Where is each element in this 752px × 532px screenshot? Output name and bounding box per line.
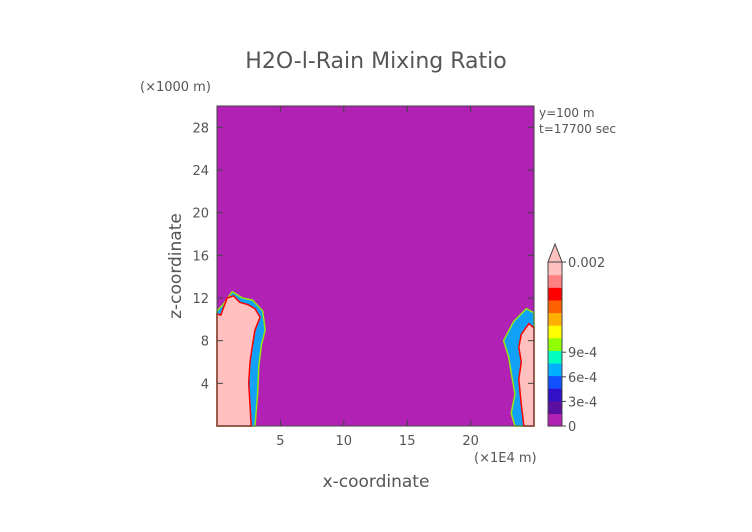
y-tick-label: 16	[192, 249, 209, 264]
y-tick-label: 8	[201, 335, 209, 350]
colorbar-tick-label: 0	[568, 420, 576, 435]
colorbar-swatch	[548, 274, 562, 288]
colorbar-tick-label: 3e-4	[568, 395, 597, 410]
y-tick-label: 12	[192, 292, 209, 307]
annotation-y-position: y=100 m	[539, 106, 595, 120]
chart-title: H2O-l-Rain Mixing Ratio	[245, 49, 506, 74]
colorbar-swatch	[548, 299, 562, 314]
x-tick-label: 15	[399, 434, 416, 449]
colorbar-swatch	[548, 312, 562, 326]
colorbar: 0.002 9e-4 6e-4 3e-4 0	[547, 242, 605, 435]
y-tick-label: 4	[201, 377, 209, 392]
y-axis-label: z-coordinate	[166, 213, 186, 319]
colorbar-swatch	[548, 337, 562, 351]
colorbar-swatch	[548, 350, 562, 364]
y-axis: 4 8 12 16 20 24 28	[192, 121, 534, 392]
colorbar-extend-arrow	[547, 242, 563, 263]
colorbar-swatch	[548, 413, 562, 427]
y-unit-label: (×1000 m)	[140, 80, 211, 95]
x-tick-label: 20	[462, 434, 479, 449]
plot-background	[217, 106, 534, 426]
rain-region-core	[216, 295, 261, 427]
y-tick-label: 20	[192, 207, 209, 222]
x-tick-label: 10	[336, 434, 353, 449]
colorbar-swatch	[548, 362, 562, 377]
colorbar-swatch	[548, 400, 562, 414]
colorbar-swatch	[548, 325, 562, 339]
rain-field-layer	[216, 290, 535, 427]
colorbar-swatch	[548, 375, 562, 389]
x-tick-label: 5	[276, 434, 284, 449]
x-unit-label: (×1E4 m)	[474, 451, 537, 466]
colorbar-swatch	[548, 287, 562, 301]
colorbar-tick-label: 9e-4	[568, 346, 597, 361]
plot-frame	[216, 105, 535, 427]
colorbar-tick-label: 0.002	[568, 256, 605, 271]
x-axis-label: x-coordinate	[323, 472, 430, 492]
colorbar-swatch	[548, 388, 562, 402]
colorbar-swatch	[548, 262, 562, 276]
colorbar-tick-label: 6e-4	[568, 371, 597, 386]
y-tick-label: 28	[192, 121, 209, 136]
annotation-time: t=17700 sec	[539, 122, 616, 136]
rain-region-core	[518, 322, 535, 427]
y-tick-label: 24	[192, 164, 209, 179]
x-axis: 5 10 15 20	[276, 106, 479, 449]
